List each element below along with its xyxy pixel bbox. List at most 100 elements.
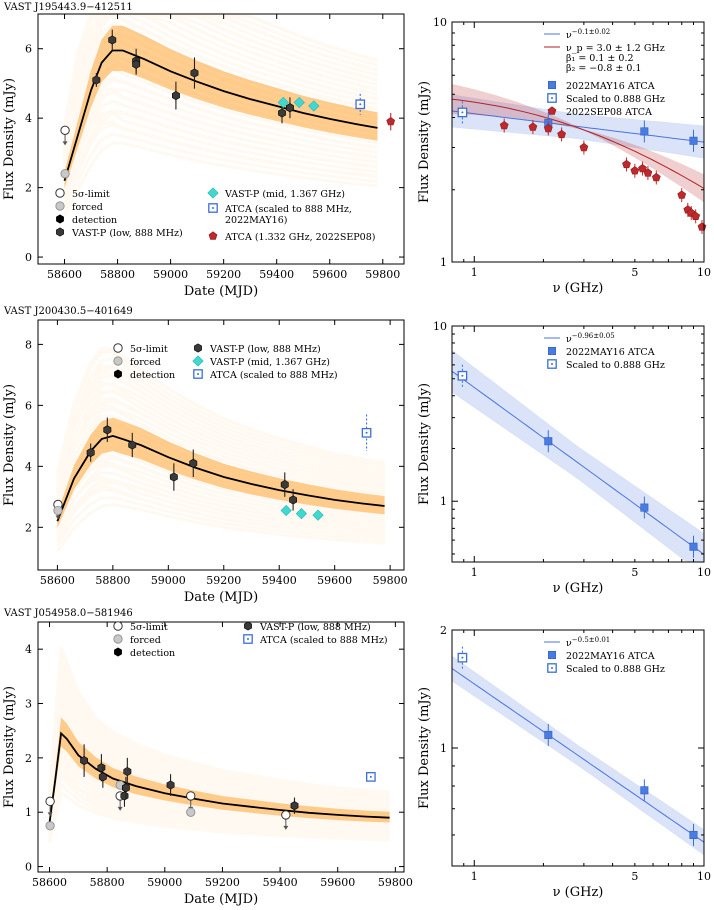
x-tick-label: 59000 [151,574,186,587]
point-atca-sep [638,164,647,173]
point-atca-sep [643,168,653,177]
model-sample-line [48,781,390,840]
x-axis-label: Date (MJD) [184,892,258,907]
legend-label: ATCA (scaled to 888 MHz) [259,635,388,646]
point-5sigma [55,188,65,198]
point-atca-sep [677,190,687,199]
point-vast-low [169,472,178,482]
model-sample-line [63,12,378,159]
point-atca-sep [651,172,661,182]
model-sample-line [63,75,378,185]
point-vast-low [56,227,64,237]
legend-superscript: −0.5±0.01 [572,636,610,644]
model-sample-line [63,12,378,150]
model-sample-line [55,402,385,499]
x-tick-label: 58600 [40,574,75,587]
y-axis-label: Flux Density (mJy) [417,687,432,809]
point-5sigma [113,621,123,631]
point-vast-low [56,214,64,224]
x-tick-label: 58800 [90,876,125,889]
model-sample-line [48,758,390,836]
model-sample-line [48,689,390,811]
point-atca-sep [630,166,640,175]
model-confidence-band [64,25,378,189]
x-tick-label: 59400 [259,268,294,281]
point-5sigma [186,791,196,801]
x-tick-label: 1 [471,566,478,579]
axes-frame [451,325,705,563]
model-sample-line [48,665,390,801]
upper-limit-arrowhead [117,806,123,811]
legend-label: VAST-P (mid, 1.367 GHz) [209,357,330,368]
y-axis-label: Flux Density (mJy) [2,384,17,506]
y-axis-label: Flux Density (mJy) [417,81,432,203]
point-vast-low [190,68,199,78]
y-tick-label: 10 [433,320,447,333]
model-sample-line [48,680,390,807]
x-tick-label: 59600 [317,574,352,587]
point-forced [186,807,196,817]
point-vast-low [278,108,286,118]
point-5sigma [60,125,70,136]
y-axis-label: Flux Density (mJy) [2,686,17,808]
model-sample-line [63,141,378,216]
point-vast-mid [293,96,305,109]
model-sample-line [56,488,385,541]
x-tick-label: 5 [631,266,638,279]
point-vast-mid [312,509,324,521]
point-vast-mid [308,100,320,112]
point-atca-may [640,127,649,136]
point-vast-low [244,621,252,631]
legend-label: ν_p = 3.0 ± 1.2 GHz [566,43,665,54]
model-sample-line [48,772,390,838]
y-tick-label: 4 [25,643,32,656]
model-sample-line [55,396,385,500]
point-vast-low [123,766,132,777]
model-sample-line [63,87,378,184]
y-axis-label: Flux Density (mJy) [417,383,432,505]
point-vast-low [194,343,202,353]
y-tick-label: 1 [25,806,32,819]
point-vast-low [114,369,122,379]
model-sample-line [48,757,390,833]
legend-label: Scaled to 0.888 GHz [566,94,665,105]
legend-label: VAST-P (mid, 1.367 GHz) [224,189,345,200]
model-sample-line [63,90,378,188]
powerlaw-band [451,349,705,563]
x-tick-label: 10 [697,266,711,279]
x-tick-label: 58600 [32,876,67,889]
x-tick-label: 59000 [147,876,182,889]
model-sample-line [55,357,385,483]
point-atca-scaled-dot [551,363,553,365]
upper-limit-arrowhead [62,141,68,146]
y-tick-label: 10 [433,16,447,29]
model-sample-line [63,112,378,205]
point-vast-low [128,440,137,450]
model-sample-line [48,662,390,800]
legend-label: 2022MAY16 ATCA [566,651,655,662]
model-sample-line [48,655,390,798]
powerlaw-line [451,370,705,555]
x-axis-label: Date (MJD) [184,284,258,299]
source-title-2: VAST J200430.5−401649 [4,306,133,317]
x-tick-label: 59600 [320,876,355,889]
sed-2: 1 5 10 1 10 ν (GHz) Flux Density (mJy) ν−0.96±0… [417,320,711,596]
legend-label: 5σ-limit [130,622,168,633]
point-atca-scaled-dot [365,431,368,434]
point-vast-low [92,75,101,85]
point-vast-low [132,59,141,69]
model-sample-line [55,372,385,487]
point-vast-low [108,35,117,45]
point-vast-low [166,780,175,790]
model-sample-line [56,496,385,547]
model-sample-line [55,399,385,504]
model-sample-line [63,12,378,152]
point-vast-low [289,495,298,505]
point-vast-low [86,448,95,458]
model-sample-line [48,671,390,803]
y-tick-label: 0 [25,861,32,874]
x-tick-label: 58800 [95,574,130,587]
point-atca-sep [557,129,566,139]
point-atca-may [544,730,553,739]
source-title-3: VAST J054958.0−581946 [4,608,133,619]
